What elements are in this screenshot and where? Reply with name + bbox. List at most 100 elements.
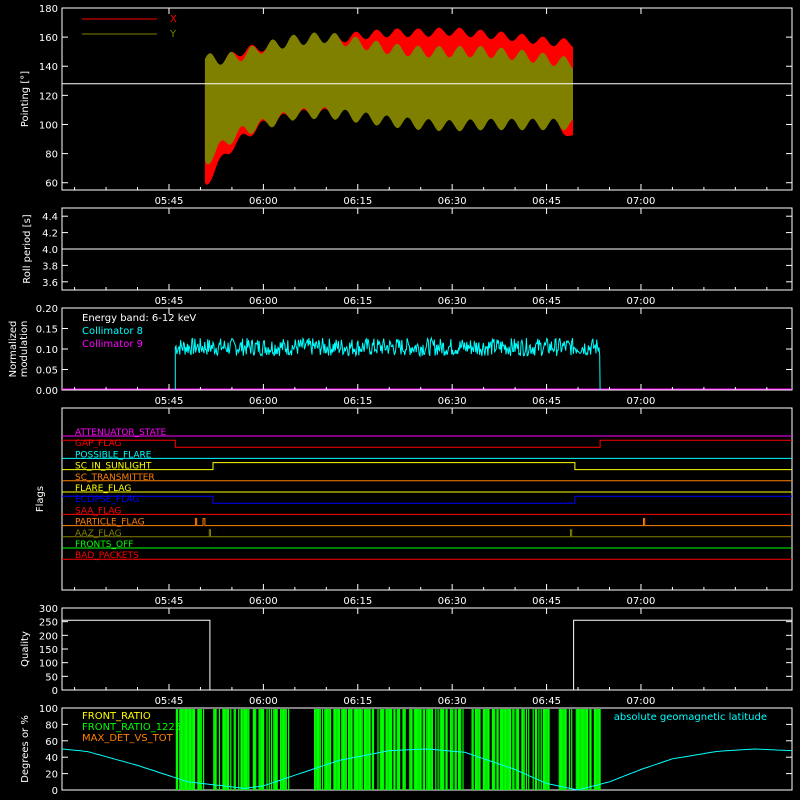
y-tick-label: 0.10 [36, 345, 58, 356]
x-tick-label: 06:00 [249, 696, 278, 707]
x-tick-label: 06:00 [249, 196, 278, 207]
ratio-panel: 0 20 40 60 80 100 Degrees or % FRONT_RATIO FR… [20, 704, 793, 797]
flag-line-gap-flag [62, 439, 792, 448]
x-tick-label: 05:45 [155, 396, 184, 407]
geomagnetic-latitude-line [61, 748, 793, 791]
x-tick-label: 06:00 [249, 396, 278, 407]
y-tick-label: 0.00 [36, 386, 58, 397]
flag-label: PARTICLE_FLAG [75, 518, 145, 528]
y-tick-label: 200 [39, 631, 58, 642]
y-tick-label: 3.6 [42, 278, 58, 289]
y-tick-label: 60 [45, 737, 58, 748]
x-tick-label: 06:30 [438, 696, 467, 707]
quality-y-axis: 0 50 100 150 200 250 300 [39, 604, 792, 697]
ratio-ylabel: Degrees or % [20, 715, 31, 783]
x-tick-label: 06:15 [343, 296, 372, 307]
ratio-plot [61, 709, 793, 791]
y-tick-label: 50 [45, 672, 58, 683]
roll-period-y-axis: 3.6 3.8 4.0 4.2 4.4 [42, 212, 792, 289]
flag-line-eclipse-flag [62, 495, 792, 504]
flag-label: SC_TRANSMITTER [75, 473, 155, 483]
flag-line-sc-in-sunlight [62, 462, 792, 471]
ratio-legend-front-ratio: FRONT_RATIO [82, 711, 151, 722]
modulation-legend-collimator9: Collimator 9 [82, 339, 143, 350]
roll-period-ylabel: Roll period [s] [22, 214, 33, 283]
y-tick-label: 100 [39, 120, 58, 131]
flag-label: GAP_FLAG [75, 439, 121, 449]
pointing-panel: 60 80 100 120 140 160 180 05:45 06:00 06:15 06:30… [20, 4, 793, 207]
x-tick-label: 07:00 [627, 696, 656, 707]
flag-label: FRONTS_OFF [75, 540, 133, 550]
x-tick-label: 05:45 [155, 596, 184, 607]
y-tick-label: 3.8 [42, 261, 58, 272]
quality-ylabel: Quality [20, 631, 31, 667]
x-tick-label: 06:30 [438, 396, 467, 407]
y-tick-label: 300 [39, 604, 58, 615]
x-tick-label: 06:00 [249, 296, 278, 307]
x-tick-label: 06:45 [532, 696, 561, 707]
y-tick-label: 80 [45, 720, 58, 731]
modulation-y-axis: 0.00 0.05 0.10 0.15 0.20 [36, 304, 792, 397]
modulation-plot [62, 336, 792, 391]
x-tick-label: 07:00 [627, 196, 656, 207]
y-tick-label: 180 [39, 4, 58, 15]
y-tick-label: 160 [39, 33, 58, 44]
pointing-x-axis: 05:45 06:00 06:15 06:30 06:45 07:00 [74, 8, 768, 207]
x-tick-label: 06:15 [343, 596, 372, 607]
flag-label: SC_IN_SUNLIGHT [75, 462, 152, 472]
y-tick-label: 100 [39, 704, 58, 715]
roll-period-panel: 3.6 3.8 4.0 4.2 4.4 05:45 06:00 06:15 06:30 06:4… [22, 207, 793, 307]
flag-line-aaz-flag [62, 529, 792, 538]
x-tick-label: 06:30 [438, 196, 467, 207]
y-tick-label: 140 [39, 62, 58, 73]
modulation-ylabel-line1: Normalized [8, 321, 19, 378]
modulation-panel: 0.00 0.05 0.10 0.15 0.20 05:45 06:00 06:15 06:3… [8, 304, 793, 407]
quality-x-axis: 05:45 06:00 06:15 06:30 06:45 07:00 [74, 608, 768, 707]
y-tick-label: 4.4 [42, 212, 58, 223]
y-tick-label: 0.05 [36, 366, 58, 377]
x-tick-label: 05:45 [155, 196, 184, 207]
y-tick-label: 120 [39, 91, 58, 102]
pointing-y-axis: 60 80 100 120 140 160 180 [39, 4, 792, 190]
y-tick-label: 20 [45, 770, 58, 781]
y-tick-label: 0 [52, 686, 58, 697]
flag-label: ECLIPSE_FLAG [75, 495, 139, 505]
modulation-legend-energy: Energy band: 6-12 keV [82, 313, 196, 324]
pointing-ylabel: Pointing [°] [20, 71, 31, 127]
x-tick-label: 06:45 [532, 296, 561, 307]
x-tick-label: 06:45 [532, 596, 561, 607]
ratio-legend-front-ratio-1225: FRONT_RATIO_1225 [82, 722, 181, 733]
pointing-frame [61, 7, 793, 191]
x-tick-label: 06:00 [249, 596, 278, 607]
flag-label: POSSIBLE_FLARE [75, 450, 152, 460]
flags-frame [61, 407, 793, 591]
roll-period-x-axis: 05:45 06:00 06:15 06:30 06:45 07:00 [74, 208, 768, 307]
ratio-y-axis: 0 20 40 60 80 100 [39, 704, 792, 797]
x-tick-label: 06:45 [532, 396, 561, 407]
y-tick-label: 150 [39, 645, 58, 656]
flag-label: ATTENUATOR_STATE [75, 428, 167, 438]
pointing-band-y [204, 32, 573, 165]
quality-line [62, 619, 792, 691]
legend-y-label: Y [169, 29, 177, 40]
legend-x-label: X [170, 14, 177, 25]
modulation-legend-collimator8: Collimator 8 [82, 326, 143, 337]
modulation-ylabel-line2: modulation [19, 321, 30, 378]
y-tick-label: 4.2 [42, 229, 58, 240]
x-tick-label: 05:45 [155, 296, 184, 307]
flag-label: AAZ_FLAG [75, 529, 122, 539]
ratio-legend-max-det: MAX_DET_VS_TOT [82, 733, 174, 744]
x-tick-label: 07:00 [627, 296, 656, 307]
flags-ylabel: Flags [35, 486, 46, 512]
quality-plot [62, 619, 792, 691]
flag-label: FLARE_FLAG [75, 484, 131, 494]
flag-line-particle-flag [62, 518, 792, 527]
pointing-plot [62, 27, 792, 185]
y-tick-label: 40 [45, 753, 58, 764]
modulation-x-axis: 05:45 06:00 06:15 06:30 06:45 07:00 [74, 308, 768, 407]
